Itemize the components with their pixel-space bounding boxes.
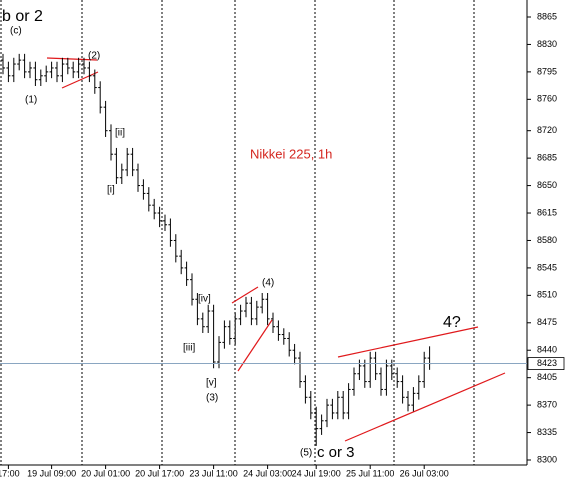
y-tick-label: 8760: [537, 94, 557, 104]
y-tick-label: 8510: [537, 290, 557, 300]
wave-label: 4?: [443, 314, 461, 331]
wave-label: (3): [206, 393, 218, 404]
x-tick-label: 24 Jul 19:00: [292, 468, 341, 478]
y-tick-label: 8865: [537, 11, 557, 21]
last-price-label: 8423: [537, 358, 557, 368]
x-tick-label: 20 Jul 17:00: [135, 468, 184, 478]
y-tick-label: 8300: [537, 454, 557, 464]
wave-label: b or 2: [2, 8, 43, 25]
x-tick-label: 19 Jul 09:00: [27, 468, 76, 478]
chart-title: Nikkei 225, 1h: [250, 146, 332, 161]
x-tick-label: 24 Jul 03:00: [243, 468, 292, 478]
wave-label: [iv]: [198, 294, 211, 305]
wave-label: (c): [10, 26, 22, 37]
wave-label: [v]: [206, 378, 217, 389]
y-tick-label: 8830: [537, 39, 557, 49]
y-tick-label: 8440: [537, 345, 557, 355]
wave-label: (4): [262, 278, 274, 289]
y-tick-label: 8335: [537, 427, 557, 437]
wedge-line: [237, 319, 273, 372]
y-tick-label: 8685: [537, 153, 557, 163]
y-tick-label: 8580: [537, 235, 557, 245]
wave-label: [ii]: [115, 128, 125, 139]
y-tick-label: 8795: [537, 66, 557, 76]
wedge-line: [337, 326, 479, 358]
last-price-box: [527, 357, 565, 370]
y-tick-label: 8720: [537, 125, 557, 135]
triangle-line: [61, 71, 99, 89]
x-tick-label: 17:00: [0, 468, 20, 478]
wave-label: [i]: [107, 185, 115, 196]
wave-lines: [46, 57, 506, 442]
y-tick-label: 8650: [537, 180, 557, 190]
wave-label: c or 3: [317, 444, 355, 461]
triangle-line: [46, 57, 98, 61]
y-tick-label: 8405: [537, 372, 557, 382]
wave-label: (1): [25, 95, 37, 106]
x-tick-label: 23 Jul 11:00: [189, 468, 237, 478]
wedge-line: [344, 372, 506, 442]
y-tick-label: 8615: [537, 207, 557, 217]
wave-label: (2): [88, 51, 100, 62]
y-tick-label: 8475: [537, 317, 557, 327]
day-separators: [0, 0, 475, 465]
wedge-line: [231, 286, 259, 304]
x-tick-label: 26 Jul 03:00: [400, 468, 449, 478]
wave-label: (5): [300, 448, 312, 459]
y-tick-label: 8545: [537, 262, 557, 272]
y-tick-label: 8370: [537, 399, 557, 409]
x-tick-label: 20 Jul 01:00: [81, 468, 130, 478]
x-tick-label: 25 Jul 11:00: [346, 468, 394, 478]
wave-label: [iii]: [183, 343, 195, 354]
